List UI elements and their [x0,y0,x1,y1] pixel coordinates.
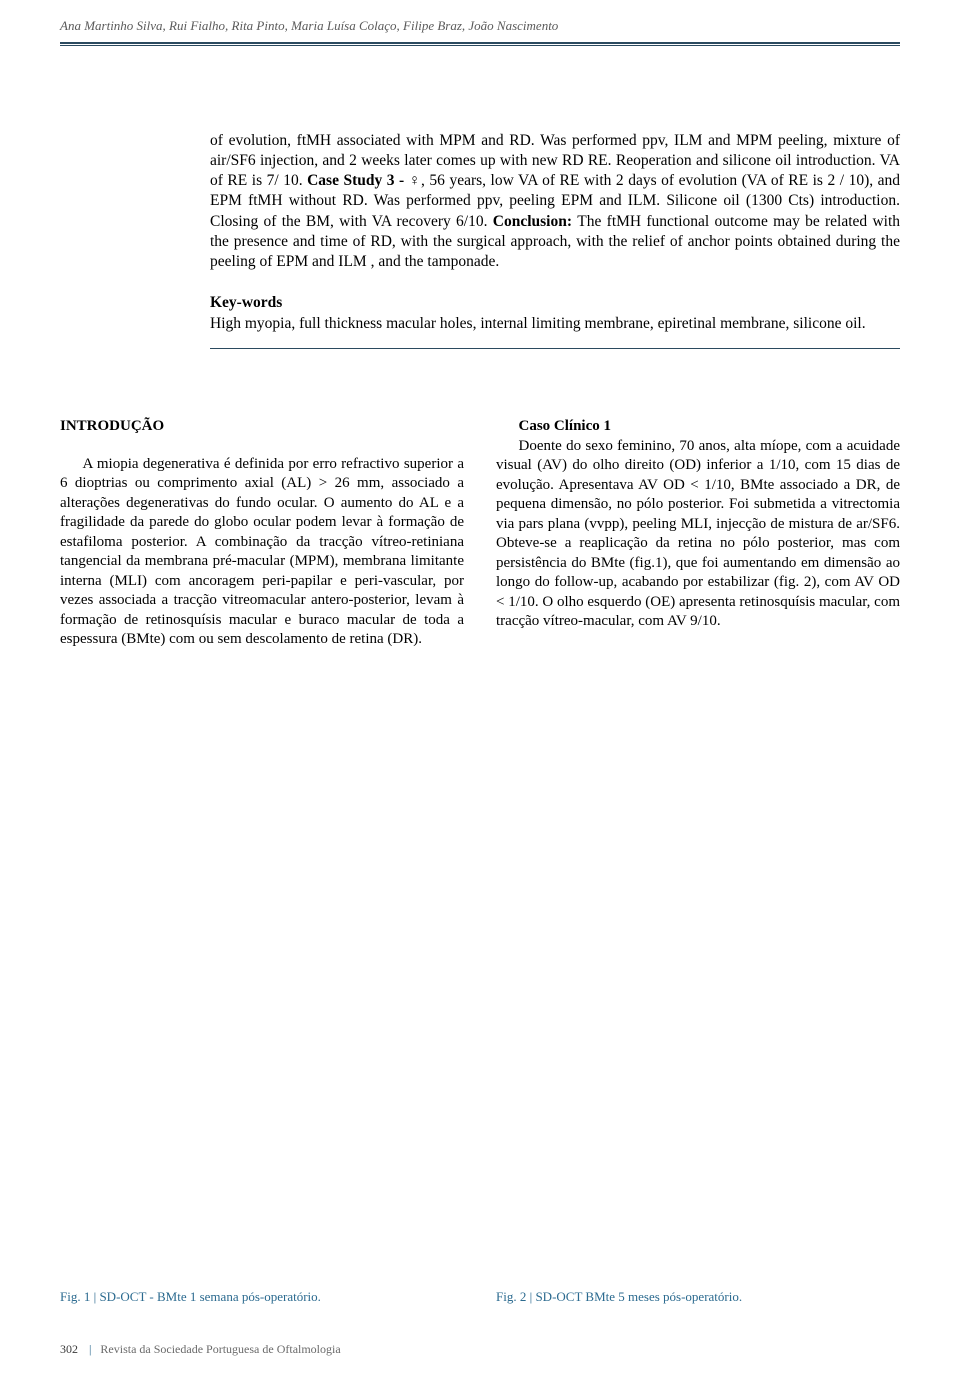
fig1-caption: Fig. 1 | SD-OCT - BMte 1 semana pós-oper… [60,1289,464,1305]
figure-captions: Fig. 1 | SD-OCT - BMte 1 semana pós-oper… [60,1289,900,1305]
abstract-block: of evolution, ftMH associated with MPM a… [210,131,900,272]
fig2-text: SD-OCT BMte 5 meses pós-operatório. [535,1289,742,1304]
fig2-caption: Fig. 2 | SD-OCT BMte 5 meses pós-operató… [496,1289,900,1305]
right-column: Caso Clínico 1 Doente do sexo feminino, … [496,417,900,650]
intro-text: A miopia degenerativa é definida por err… [60,455,464,650]
abstract-text: of evolution, ftMH associated with MPM a… [210,131,900,272]
footer: 302 | Revista da Sociedade Portuguesa de… [60,1342,341,1357]
header-authors: Ana Martinho Silva, Rui Fialho, Rita Pin… [60,18,900,34]
case1-paragraph: Caso Clínico 1 [496,417,900,437]
fig1-bar: | [94,1289,97,1304]
section-rule [210,348,900,349]
case1-title: Caso Clínico 1 [519,418,612,434]
abstract-bold1: Case Study 3 - [307,172,409,189]
footer-bar: | [89,1342,91,1356]
header-rule-bottom [60,45,900,46]
left-column: INTRODUÇÃO A miopia degenerativa é defin… [60,417,464,650]
abstract-bold2: Conclusion: [493,213,578,230]
fig2-label: Fig. 2 [496,1289,526,1304]
case1-text: Doente do sexo feminino, 70 anos, alta m… [496,437,900,632]
fig1-text: SD-OCT - BMte 1 semana pós-operatório. [99,1289,320,1304]
intro-title: INTRODUÇÃO [60,417,464,437]
fig2-bar: | [530,1289,533,1304]
keywords-text: High myopia, full thickness macular hole… [210,314,900,334]
page-number: 302 [60,1342,78,1356]
keywords-block: Key-words High myopia, full thickness ma… [210,294,900,334]
keywords-title: Key-words [210,294,900,312]
journal-name: Revista da Sociedade Portuguesa de Oftal… [100,1342,340,1356]
two-column-body: INTRODUÇÃO A miopia degenerativa é defin… [60,417,900,650]
header-rule-top [60,42,900,44]
fig1-label: Fig. 1 [60,1289,90,1304]
